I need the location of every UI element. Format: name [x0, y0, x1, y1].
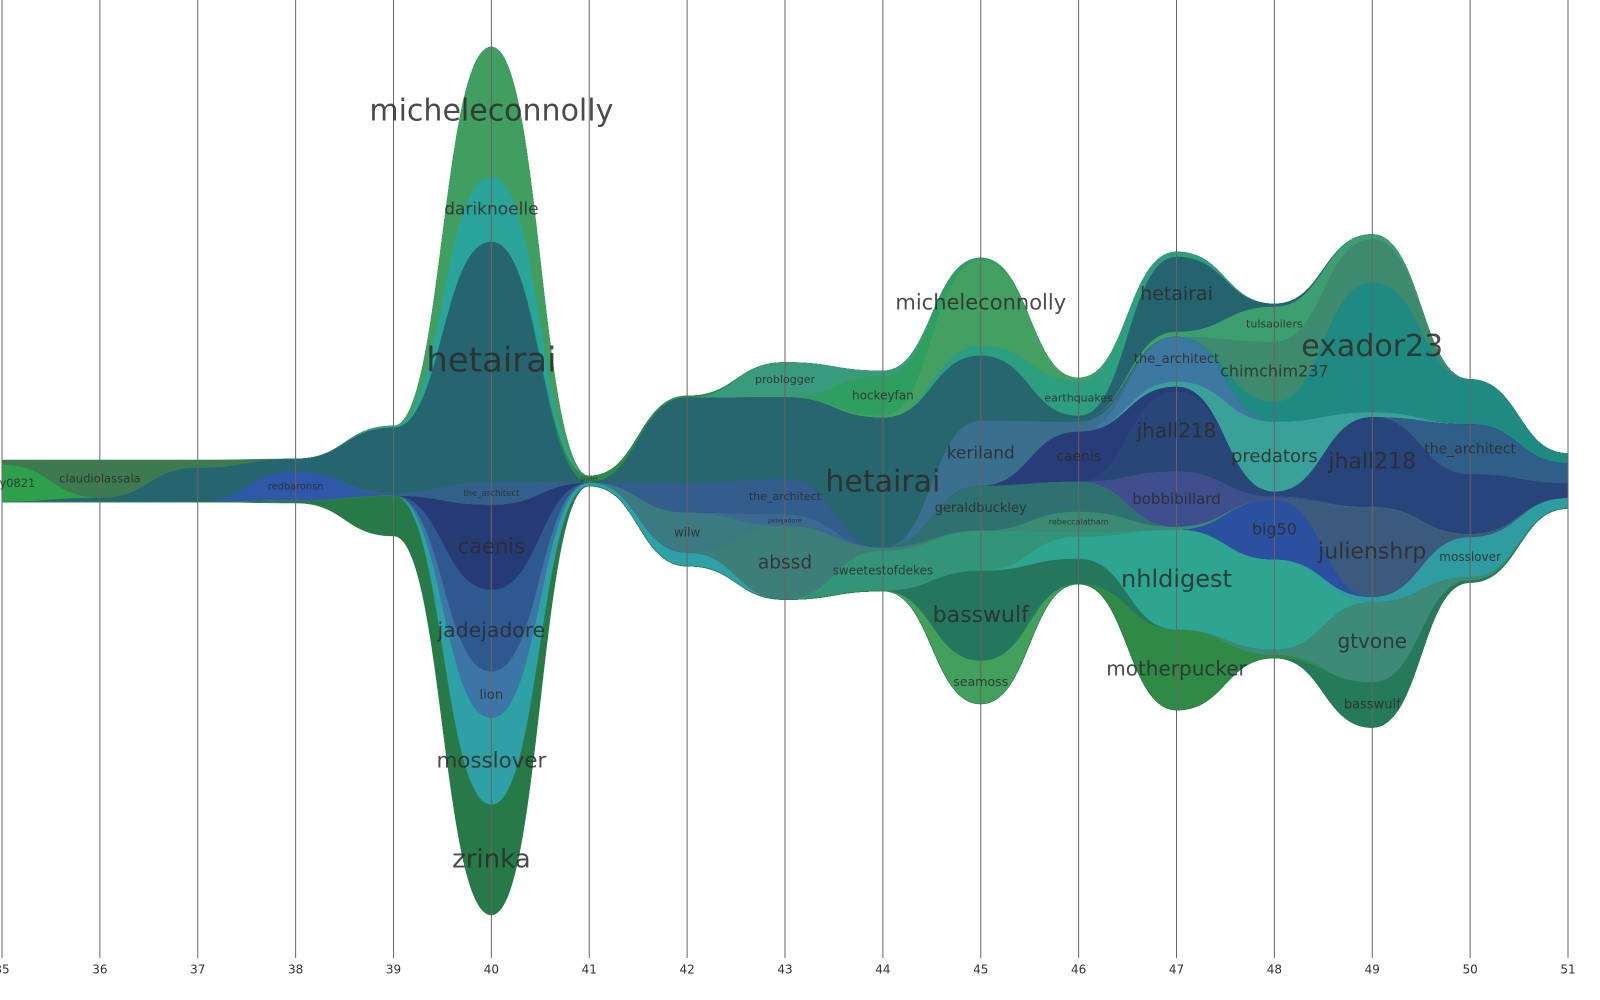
- stream-label: grader: [581, 477, 599, 483]
- stream-label: geraldbuckley: [935, 501, 1027, 516]
- stream-label: jadejadore: [767, 517, 802, 525]
- x-tick-label: 51: [1560, 963, 1575, 977]
- stream-label: the_architect: [1134, 352, 1219, 367]
- stream-label: motherpucker: [1106, 657, 1247, 681]
- x-tick-label: 39: [386, 963, 401, 977]
- stream-label: wilw: [674, 526, 700, 540]
- stream-label: hockeyfan: [852, 389, 914, 403]
- x-tick-label: 50: [1462, 963, 1477, 977]
- stream-label: predators: [1231, 446, 1318, 467]
- stream-label: rebeccalatham: [1049, 518, 1109, 527]
- stream-label: chimchim237: [1220, 362, 1328, 381]
- x-tick-label: 37: [190, 963, 205, 977]
- stream-label: hetairai: [825, 465, 940, 500]
- stream-label: redbaronsn: [268, 482, 324, 493]
- stream-label: hetairai: [426, 341, 556, 381]
- stream-label: nhldigest: [1121, 565, 1232, 593]
- x-tick-label: 48: [1267, 963, 1282, 977]
- stream-label: gtvone: [1337, 629, 1407, 653]
- stream-label: exador23: [1301, 329, 1443, 364]
- stream-label: stacey0821: [0, 476, 35, 490]
- x-tick-label: 47: [1169, 963, 1184, 977]
- stream-label: claudiolassala: [59, 472, 141, 486]
- x-tick-label: 45: [973, 963, 988, 977]
- x-tick-label: 35: [0, 963, 10, 977]
- stream-label: bobbibillard: [1132, 490, 1221, 508]
- stream-label: jhall218: [1136, 419, 1217, 443]
- stream-label: hetairai: [1140, 283, 1213, 305]
- stream-labels: claudiolassala stacey0821 micheleconnolly d…: [0, 94, 1517, 875]
- x-tick-label: 36: [92, 963, 107, 977]
- stream-label: seamoss: [953, 674, 1008, 689]
- axis: 35 36 37 38 39 40 41 42 43 44 45 46 47 48 49 50 51: [0, 0, 1576, 977]
- stream-label: zrinka: [452, 845, 531, 875]
- stream: [2, 485, 1569, 916]
- x-tick-label: 41: [582, 963, 597, 977]
- stream-label: tulsaoilers: [1246, 318, 1303, 331]
- stream-label: jhall218: [1327, 450, 1416, 475]
- stream-label: basswulf: [933, 603, 1030, 628]
- stream-label: the_architect: [749, 490, 822, 503]
- x-tick-label: 43: [777, 963, 792, 977]
- stream-label: mosslover: [1439, 550, 1501, 564]
- stream-label: the_architect: [463, 489, 520, 499]
- stream-label: sweetestofdekes: [833, 564, 934, 578]
- stream-label: keriland: [947, 444, 1015, 464]
- x-tick-label: 49: [1365, 963, 1380, 977]
- stream-label: jadejadore: [437, 618, 546, 642]
- stream-label: micheleconnolly: [895, 291, 1066, 315]
- x-tick-label: 42: [679, 963, 694, 977]
- x-tick-label: 46: [1071, 963, 1086, 977]
- stream-label: julienshrp: [1317, 540, 1426, 565]
- stream-label: problogger: [755, 373, 815, 386]
- x-tick-label: 38: [288, 963, 303, 977]
- stream-label: earthquakes: [1044, 392, 1113, 405]
- stream-label: lion: [479, 688, 503, 703]
- x-tick-label: 40: [484, 963, 499, 977]
- stream-label: the_architect: [1424, 442, 1516, 458]
- stream-label: micheleconnolly: [369, 94, 613, 129]
- stream-label: big50: [1252, 520, 1297, 539]
- stream-label: mosslover: [436, 749, 546, 774]
- stream-label: basswulf: [1344, 698, 1401, 713]
- stream-label: caenis: [458, 535, 525, 559]
- stream-label: caenis: [1056, 449, 1101, 465]
- stream-label: abssd: [758, 553, 812, 574]
- stream-label: dariknoelle: [444, 200, 538, 220]
- x-tick-label: 44: [875, 963, 890, 977]
